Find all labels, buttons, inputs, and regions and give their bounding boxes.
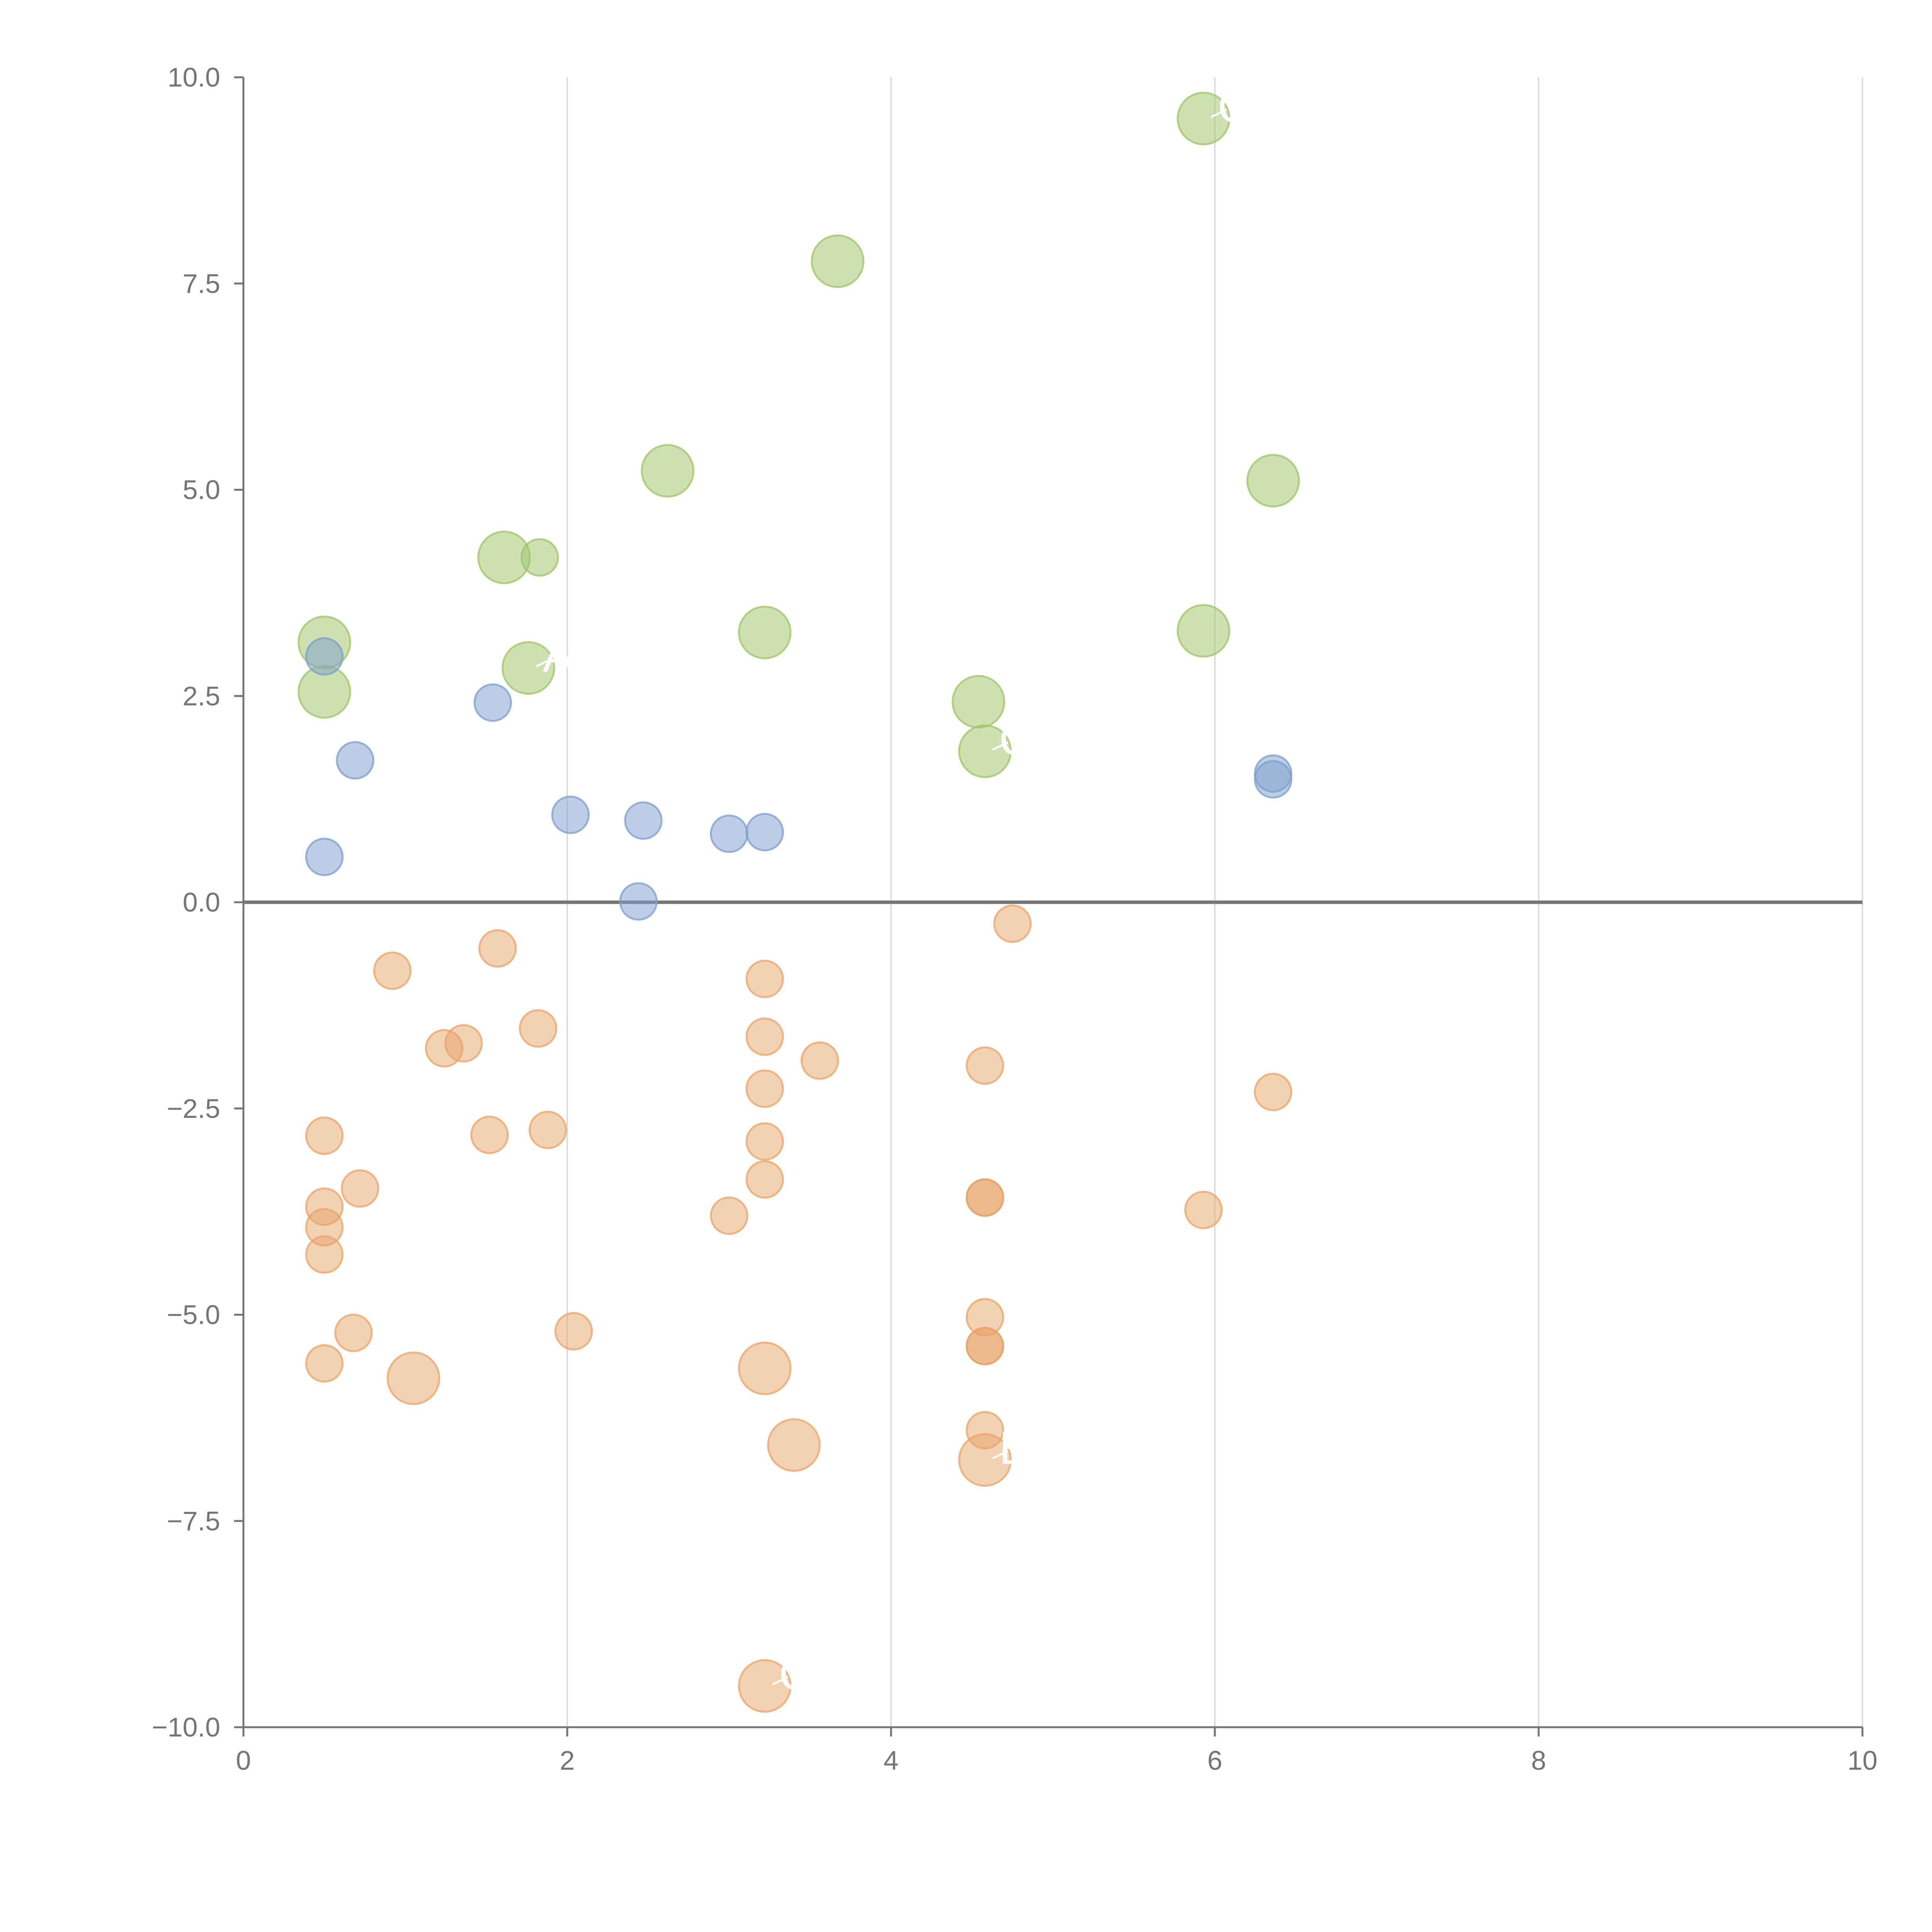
y-tick-label: 10.0 xyxy=(168,62,220,92)
bubble-orange-5 xyxy=(745,1017,784,1056)
bubble-orange-22 xyxy=(710,1196,748,1235)
x-tick-label: 2 xyxy=(560,1745,575,1776)
bubble-blue-8 xyxy=(745,813,784,852)
bubble-label: B xyxy=(999,1422,1030,1474)
bubble-label: A xyxy=(543,630,573,682)
bubble-green-5 xyxy=(520,538,559,577)
bubble-orange-4 xyxy=(519,1009,558,1048)
bubble-layer xyxy=(298,92,1300,1713)
x-tick-label: 6 xyxy=(1208,1745,1223,1776)
bubble-blue-2 xyxy=(336,741,374,780)
bubble-orange-3 xyxy=(745,959,784,998)
bubble-blue-9 xyxy=(305,837,344,876)
bubble-orange-27 xyxy=(554,1312,593,1350)
bubble-orange-16 xyxy=(745,1160,784,1199)
bubble-orange-11 xyxy=(1254,1073,1293,1111)
x-tick-label: 4 xyxy=(884,1745,899,1776)
bubble-orange-29 xyxy=(966,1327,1004,1366)
bubble-label: C xyxy=(1218,81,1251,133)
bubble-orange-30 xyxy=(305,1344,344,1383)
bubble-orange-32 xyxy=(738,1341,792,1395)
leader-line xyxy=(772,1676,789,1685)
bubble-blue-4 xyxy=(1254,760,1293,799)
bubble-green-0 xyxy=(1177,92,1230,146)
bubble-orange-8 xyxy=(800,1041,839,1080)
y-tick-label: −2.5 xyxy=(167,1094,220,1124)
bubble-orange-7 xyxy=(444,1024,483,1063)
bubble-orange-2 xyxy=(373,951,412,990)
bubble-green-11 xyxy=(951,675,1005,729)
y-tick-label: −7.5 xyxy=(167,1506,220,1536)
bubble-label: C xyxy=(779,1648,813,1700)
leader-line xyxy=(536,658,552,667)
y-tick-label: 5.0 xyxy=(183,475,220,505)
bubble-orange-24 xyxy=(305,1235,344,1274)
bubble-blue-10 xyxy=(619,882,658,921)
bubble-green-1 xyxy=(811,234,865,288)
axes: 0 2 4 6 8 10 −10.0 −7.5 −5.0 −2.5 0.0 2.5 5.0 7.5 10.0 xyxy=(152,62,1878,1776)
bubble-orange-15 xyxy=(745,1122,784,1161)
bubble-orange-35 xyxy=(958,1433,1012,1487)
bubble-green-12 xyxy=(958,724,1012,778)
bubble-orange-31 xyxy=(386,1351,440,1405)
bubble-labels: C A C B C xyxy=(536,81,1251,1700)
bubble-blue-5 xyxy=(551,795,590,834)
leader-line xyxy=(992,1450,1009,1459)
bubble-orange-13 xyxy=(470,1116,509,1154)
bubble-blue-7 xyxy=(710,815,748,853)
x-tick-label: 10 xyxy=(1847,1745,1878,1776)
bubble-orange-1 xyxy=(478,929,517,968)
bubble-orange-36 xyxy=(738,1659,792,1713)
bubble-green-8 xyxy=(1177,604,1230,658)
bubble-blue-1 xyxy=(473,683,512,722)
y-tick-label: 7.5 xyxy=(183,269,220,299)
bubble-orange-12 xyxy=(305,1116,344,1155)
leader-line xyxy=(1211,109,1227,118)
bubble-orange-21 xyxy=(1184,1190,1223,1230)
bubble-orange-14 xyxy=(528,1111,567,1150)
bubble-green-7 xyxy=(738,605,792,660)
y-tick-label: 2.5 xyxy=(183,681,220,711)
bubble-green-2 xyxy=(641,444,695,498)
bubble-orange-0 xyxy=(993,904,1032,943)
bubble-green-9 xyxy=(502,641,555,695)
leader-line xyxy=(992,741,1009,751)
x-tick-label: 0 xyxy=(236,1745,251,1776)
bubble-orange-9 xyxy=(966,1046,1004,1085)
bubble-label: C xyxy=(999,713,1033,765)
bubble-blue-6 xyxy=(624,801,663,840)
bubble-orange-10 xyxy=(745,1069,784,1108)
bubble-orange-20 xyxy=(966,1178,1004,1217)
bubble-orange-34 xyxy=(767,1418,821,1472)
y-tick-label: −5.0 xyxy=(167,1300,220,1330)
bubble-orange-26 xyxy=(334,1313,373,1352)
y-tick-label: 0.0 xyxy=(183,887,220,917)
bubble-blue-0 xyxy=(305,637,344,676)
y-tick-label: −10.0 xyxy=(152,1712,220,1742)
x-tick-label: 8 xyxy=(1531,1745,1546,1776)
bubble-green-3 xyxy=(1246,454,1300,508)
bubble-orange-17 xyxy=(340,1169,379,1208)
